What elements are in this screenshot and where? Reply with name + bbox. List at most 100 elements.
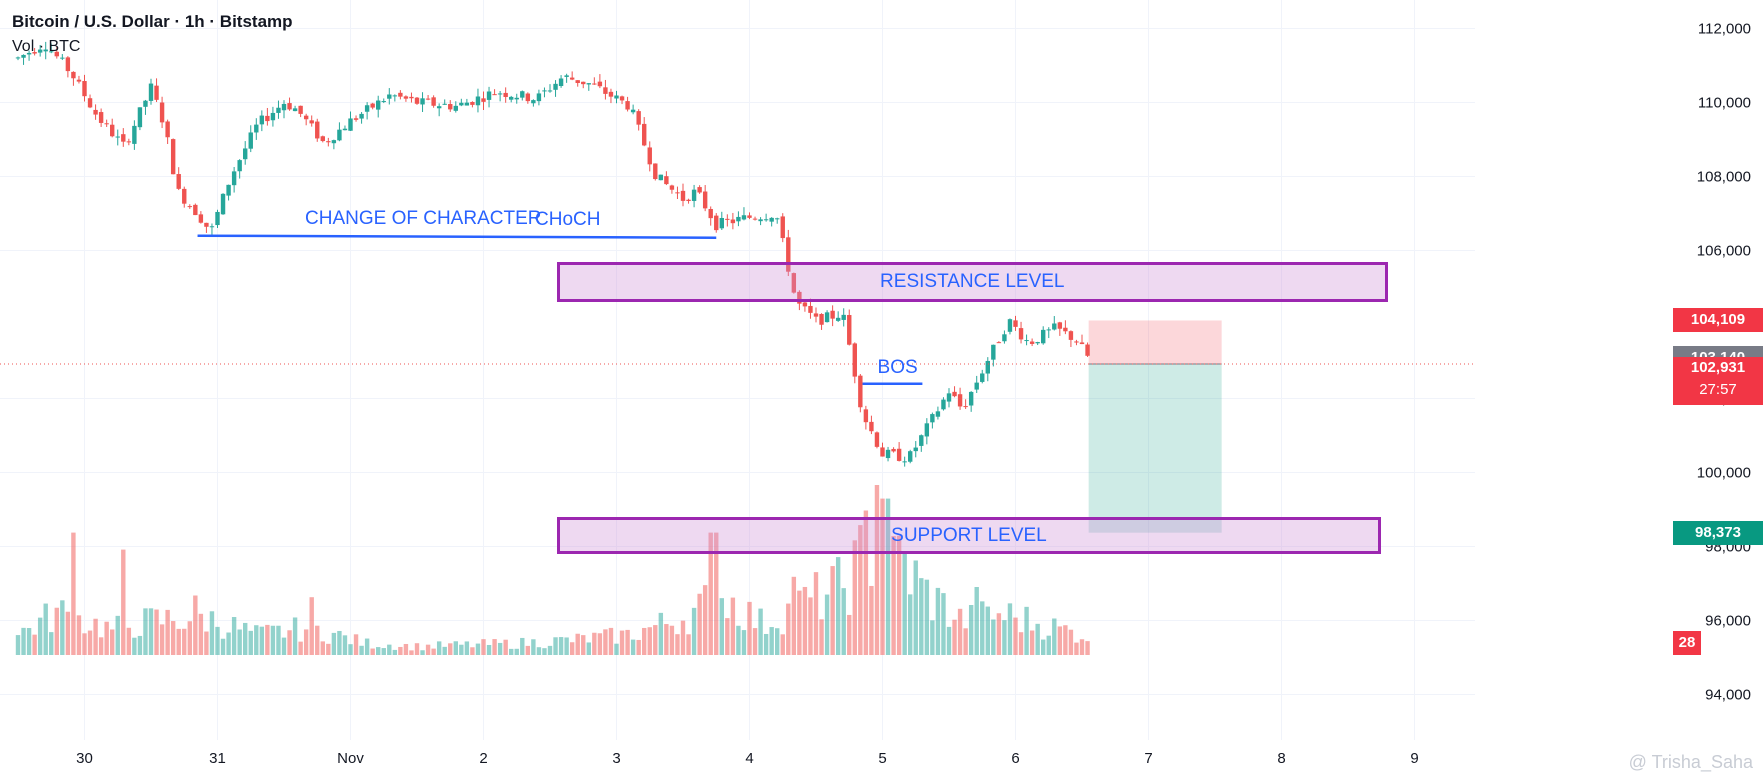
volume-bar	[592, 632, 597, 655]
volume-bar	[813, 572, 819, 655]
candle-body	[730, 219, 736, 224]
volume-bar	[431, 648, 436, 655]
candle-body	[98, 112, 104, 123]
volume-bar	[581, 635, 586, 655]
candle-body	[531, 100, 536, 104]
candle-body	[575, 80, 580, 84]
take-profit-area	[1088, 364, 1222, 533]
candle-body	[835, 317, 841, 321]
time-tick-label: 31	[209, 750, 226, 767]
candle-body	[697, 187, 702, 193]
volume-bar	[919, 578, 924, 655]
volume-bar	[885, 498, 891, 655]
candle-body	[686, 199, 691, 202]
volume-bar	[475, 643, 481, 655]
candle-body	[248, 132, 253, 149]
candle-body	[486, 91, 492, 100]
volume-bar	[747, 601, 752, 655]
price-tick-label: 106,000	[1696, 242, 1751, 259]
volume-bar	[1024, 606, 1029, 655]
support-zone[interactable]: SUPPORT LEVEL	[556, 516, 1382, 554]
volume-bar	[542, 648, 547, 655]
volume-bar	[880, 498, 885, 655]
volume-bar	[1018, 632, 1024, 655]
candle-body	[292, 108, 298, 112]
volume-bar	[575, 633, 580, 655]
candle-body	[586, 83, 591, 85]
candle-body	[980, 373, 985, 382]
candle-body	[104, 123, 109, 125]
volume-bar	[863, 510, 869, 655]
volume-bar	[403, 643, 409, 655]
candle-body	[425, 98, 431, 100]
volume-bar	[1079, 639, 1085, 655]
candle-body	[276, 107, 281, 113]
candle-body	[913, 447, 918, 452]
volume-bar	[298, 641, 303, 655]
support-label: SUPPORT LEVEL	[891, 524, 1047, 546]
candle-body	[265, 115, 270, 122]
candle-body	[725, 218, 730, 220]
candle-body	[525, 93, 531, 102]
volume-bar	[547, 645, 553, 655]
candle-body	[985, 360, 990, 374]
volume-bar	[509, 648, 514, 655]
candle-body	[702, 191, 708, 209]
volume-bar	[337, 630, 342, 655]
candle-body	[115, 136, 120, 138]
candle-body	[553, 83, 558, 90]
volume-bar	[21, 627, 26, 655]
volume-bar	[658, 612, 664, 655]
candle-body	[453, 105, 458, 111]
candle-body	[824, 312, 830, 323]
candle-body	[619, 96, 625, 101]
candle-body	[941, 399, 946, 410]
volume-label[interactable]: Vol · BTC	[12, 38, 81, 55]
candle-body	[1057, 322, 1063, 329]
volume-bar	[381, 648, 386, 655]
candle-body	[896, 448, 902, 461]
volume-bar	[697, 593, 702, 655]
volume-bar	[1035, 623, 1040, 655]
candle-body	[431, 97, 436, 106]
symbol-title[interactable]: Bitcoin / U.S. Dollar · 1h · Bitstamp	[12, 12, 293, 31]
candle-body	[409, 96, 414, 99]
candle-body	[176, 174, 181, 189]
volume-bar	[514, 648, 519, 655]
candle-body	[209, 226, 215, 228]
volume-bar	[636, 639, 641, 655]
candle-body	[974, 382, 979, 390]
candle-body	[802, 302, 808, 307]
candle-body	[259, 115, 265, 125]
candle-body	[514, 97, 519, 100]
candle-body	[847, 315, 852, 345]
volume-bar	[154, 609, 159, 655]
candle-body	[387, 94, 392, 99]
candle-body	[21, 54, 26, 58]
volume-bar	[808, 597, 813, 655]
candle-body	[819, 313, 824, 325]
volume-bar	[231, 617, 237, 655]
candle-body	[547, 90, 553, 92]
candle-body	[475, 96, 481, 106]
candle-body	[719, 217, 724, 229]
volume-bar	[60, 600, 65, 655]
candle-body	[414, 97, 420, 104]
volume-bar	[315, 625, 320, 655]
candle-body	[87, 98, 93, 108]
candle-body	[885, 449, 891, 459]
time-tick-label: 4	[745, 750, 754, 767]
volume-bar	[520, 637, 525, 655]
resistance-zone[interactable]: RESISTANCE LEVEL	[556, 261, 1388, 303]
volume-bar	[453, 641, 458, 655]
volume-bar	[82, 633, 87, 655]
candle-body	[830, 310, 835, 319]
candle-body	[952, 391, 957, 397]
volume-bar	[586, 642, 591, 655]
candle-body	[231, 171, 237, 186]
volume-bar	[71, 532, 76, 655]
volume-bar	[364, 638, 370, 655]
candle-body	[935, 411, 941, 417]
